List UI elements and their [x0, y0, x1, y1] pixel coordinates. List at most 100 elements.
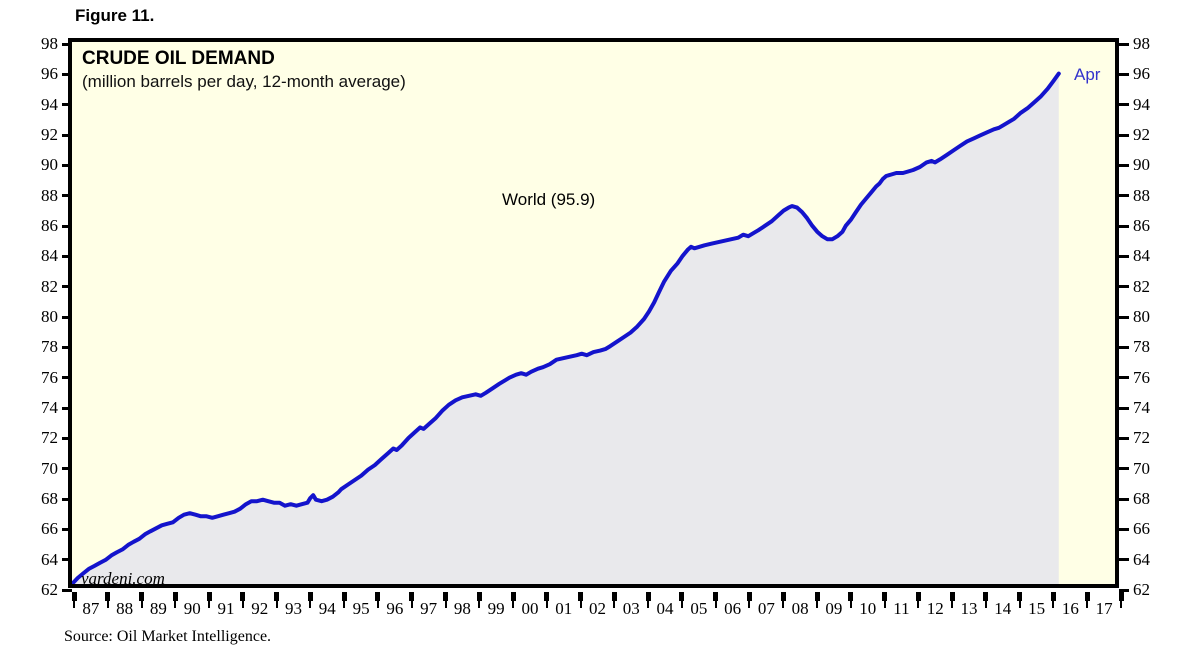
- demand-line: [72, 71, 1061, 584]
- x-axis-tick-minor: [816, 601, 819, 608]
- y-axis-tick-left: [62, 345, 72, 349]
- y-axis-label-left: 94: [41, 94, 58, 114]
- y-axis-label-right: 88: [1133, 185, 1150, 205]
- x-axis-tick-major: [949, 592, 955, 601]
- y-axis-tick-right: [1119, 194, 1129, 198]
- x-axis-tick-minor: [275, 601, 278, 608]
- x-axis-label: 88: [116, 599, 134, 618]
- y-axis-tick-left: [62, 42, 72, 46]
- y-axis-tick-left: [62, 467, 72, 471]
- y-axis-tick-right: [1119, 42, 1129, 46]
- y-axis-tick-right: [1119, 497, 1129, 501]
- x-axis-tick-minor: [478, 601, 481, 608]
- x-axis-label: 87: [82, 599, 100, 618]
- x-axis-tick-major: [1017, 592, 1023, 601]
- x-axis-label: 90: [183, 599, 201, 618]
- chart-subtitle: (million barrels per day, 12-month avera…: [82, 72, 406, 91]
- x-axis-tick-minor: [410, 601, 413, 608]
- x-axis-tick-minor: [241, 601, 244, 608]
- y-axis-tick-left: [62, 103, 72, 107]
- y-axis-tick-right: [1119, 527, 1129, 531]
- y-axis-tick-right: [1119, 254, 1129, 258]
- x-axis-label: 06: [724, 599, 742, 618]
- x-axis-tick-minor: [376, 601, 379, 608]
- y-axis-label-right: 94: [1133, 94, 1150, 114]
- x-axis-tick-major: [679, 592, 685, 601]
- x-axis-tick-major: [578, 592, 584, 601]
- y-axis-label-left: 82: [41, 276, 58, 296]
- x-axis-tick-major: [307, 592, 313, 601]
- x-axis-label: 07: [757, 599, 775, 618]
- x-axis-label: 98: [453, 599, 471, 618]
- x-axis-tick-minor: [951, 601, 954, 608]
- y-axis-label-right: 72: [1133, 428, 1150, 448]
- y-axis-tick-right: [1119, 588, 1129, 592]
- x-axis-tick-major: [172, 592, 178, 601]
- y-axis-label-left: 88: [41, 185, 58, 205]
- x-axis-tick-minor: [883, 601, 886, 608]
- x-axis-tick-major: [848, 592, 854, 601]
- y-axis-tick-left: [62, 315, 72, 319]
- y-axis-label-right: 86: [1133, 216, 1150, 235]
- y-axis-label-right: 70: [1133, 458, 1150, 478]
- x-axis-label: 15: [1028, 599, 1046, 618]
- x-axis-tick-major: [443, 592, 449, 601]
- y-axis-tick-right: [1119, 224, 1129, 228]
- chart-header: CRUDE OIL DEMAND (million barrels per da…: [82, 47, 406, 93]
- y-axis-label-right: 92: [1133, 125, 1150, 144]
- x-axis-tick-major: [746, 592, 752, 601]
- y-axis-tick-left: [62, 558, 72, 562]
- x-axis-tick-minor: [647, 601, 650, 608]
- x-axis-label: 01: [555, 599, 573, 618]
- x-axis-tick-minor: [680, 601, 683, 608]
- x-axis-label: 03: [622, 599, 640, 618]
- x-axis-label: 91: [217, 599, 235, 618]
- y-axis-label-right: 80: [1133, 307, 1150, 326]
- y-axis-label-left: 78: [41, 337, 58, 357]
- x-axis-label: 00: [521, 599, 539, 618]
- x-axis-tick-major: [713, 592, 719, 601]
- y-axis-label-left: 72: [41, 428, 58, 448]
- y-axis-label-left: 74: [41, 398, 58, 417]
- y-axis-tick-left: [62, 163, 72, 167]
- x-axis-label: 97: [420, 599, 438, 618]
- y-axis-tick-left: [62, 436, 72, 440]
- y-axis-label-right: 96: [1133, 64, 1150, 84]
- x-axis-tick-major: [814, 592, 820, 601]
- y-axis-tick-right: [1119, 72, 1129, 76]
- x-axis-label: 96: [386, 599, 404, 618]
- demand-area: [72, 73, 1059, 584]
- x-axis-tick-minor: [512, 601, 515, 608]
- y-axis-label-right: 64: [1133, 549, 1150, 569]
- y-axis-tick-right: [1119, 436, 1129, 440]
- x-axis-label: 02: [589, 599, 606, 618]
- y-axis-tick-left: [62, 406, 72, 410]
- y-axis-label-left: 76: [41, 367, 58, 387]
- x-axis-tick-major: [544, 592, 550, 601]
- x-axis-tick-major: [780, 592, 786, 601]
- y-axis-tick-left: [62, 376, 72, 380]
- x-axis-tick-minor: [309, 601, 312, 608]
- y-axis-tick-right: [1119, 345, 1129, 349]
- x-axis-label: 93: [285, 599, 303, 618]
- x-axis-tick-major: [645, 592, 651, 601]
- y-axis-tick-left: [62, 194, 72, 198]
- latest-point-label: Apr: [1074, 65, 1101, 84]
- x-axis-label: 95: [352, 599, 370, 618]
- x-axis-tick-major: [375, 592, 381, 601]
- y-axis-label-right: 74: [1133, 398, 1150, 417]
- x-axis-tick-major: [341, 592, 347, 601]
- x-axis-label: 16: [1061, 599, 1079, 618]
- x-axis-tick-minor: [545, 601, 548, 608]
- x-axis-tick-major: [206, 592, 212, 601]
- y-axis-label-right: 78: [1133, 337, 1150, 357]
- x-axis-tick-minor: [73, 601, 75, 608]
- x-axis-tick-minor: [849, 601, 852, 608]
- y-axis-label-left: 96: [41, 64, 58, 84]
- y-axis-label-right: 68: [1133, 489, 1150, 508]
- x-axis-label: 05: [690, 599, 708, 618]
- watermark-yardeni: yardeni.com: [81, 569, 165, 588]
- y-axis-tick-left: [62, 133, 72, 137]
- y-axis-label-left: 84: [41, 246, 58, 266]
- y-axis-label-right: 84: [1133, 246, 1150, 266]
